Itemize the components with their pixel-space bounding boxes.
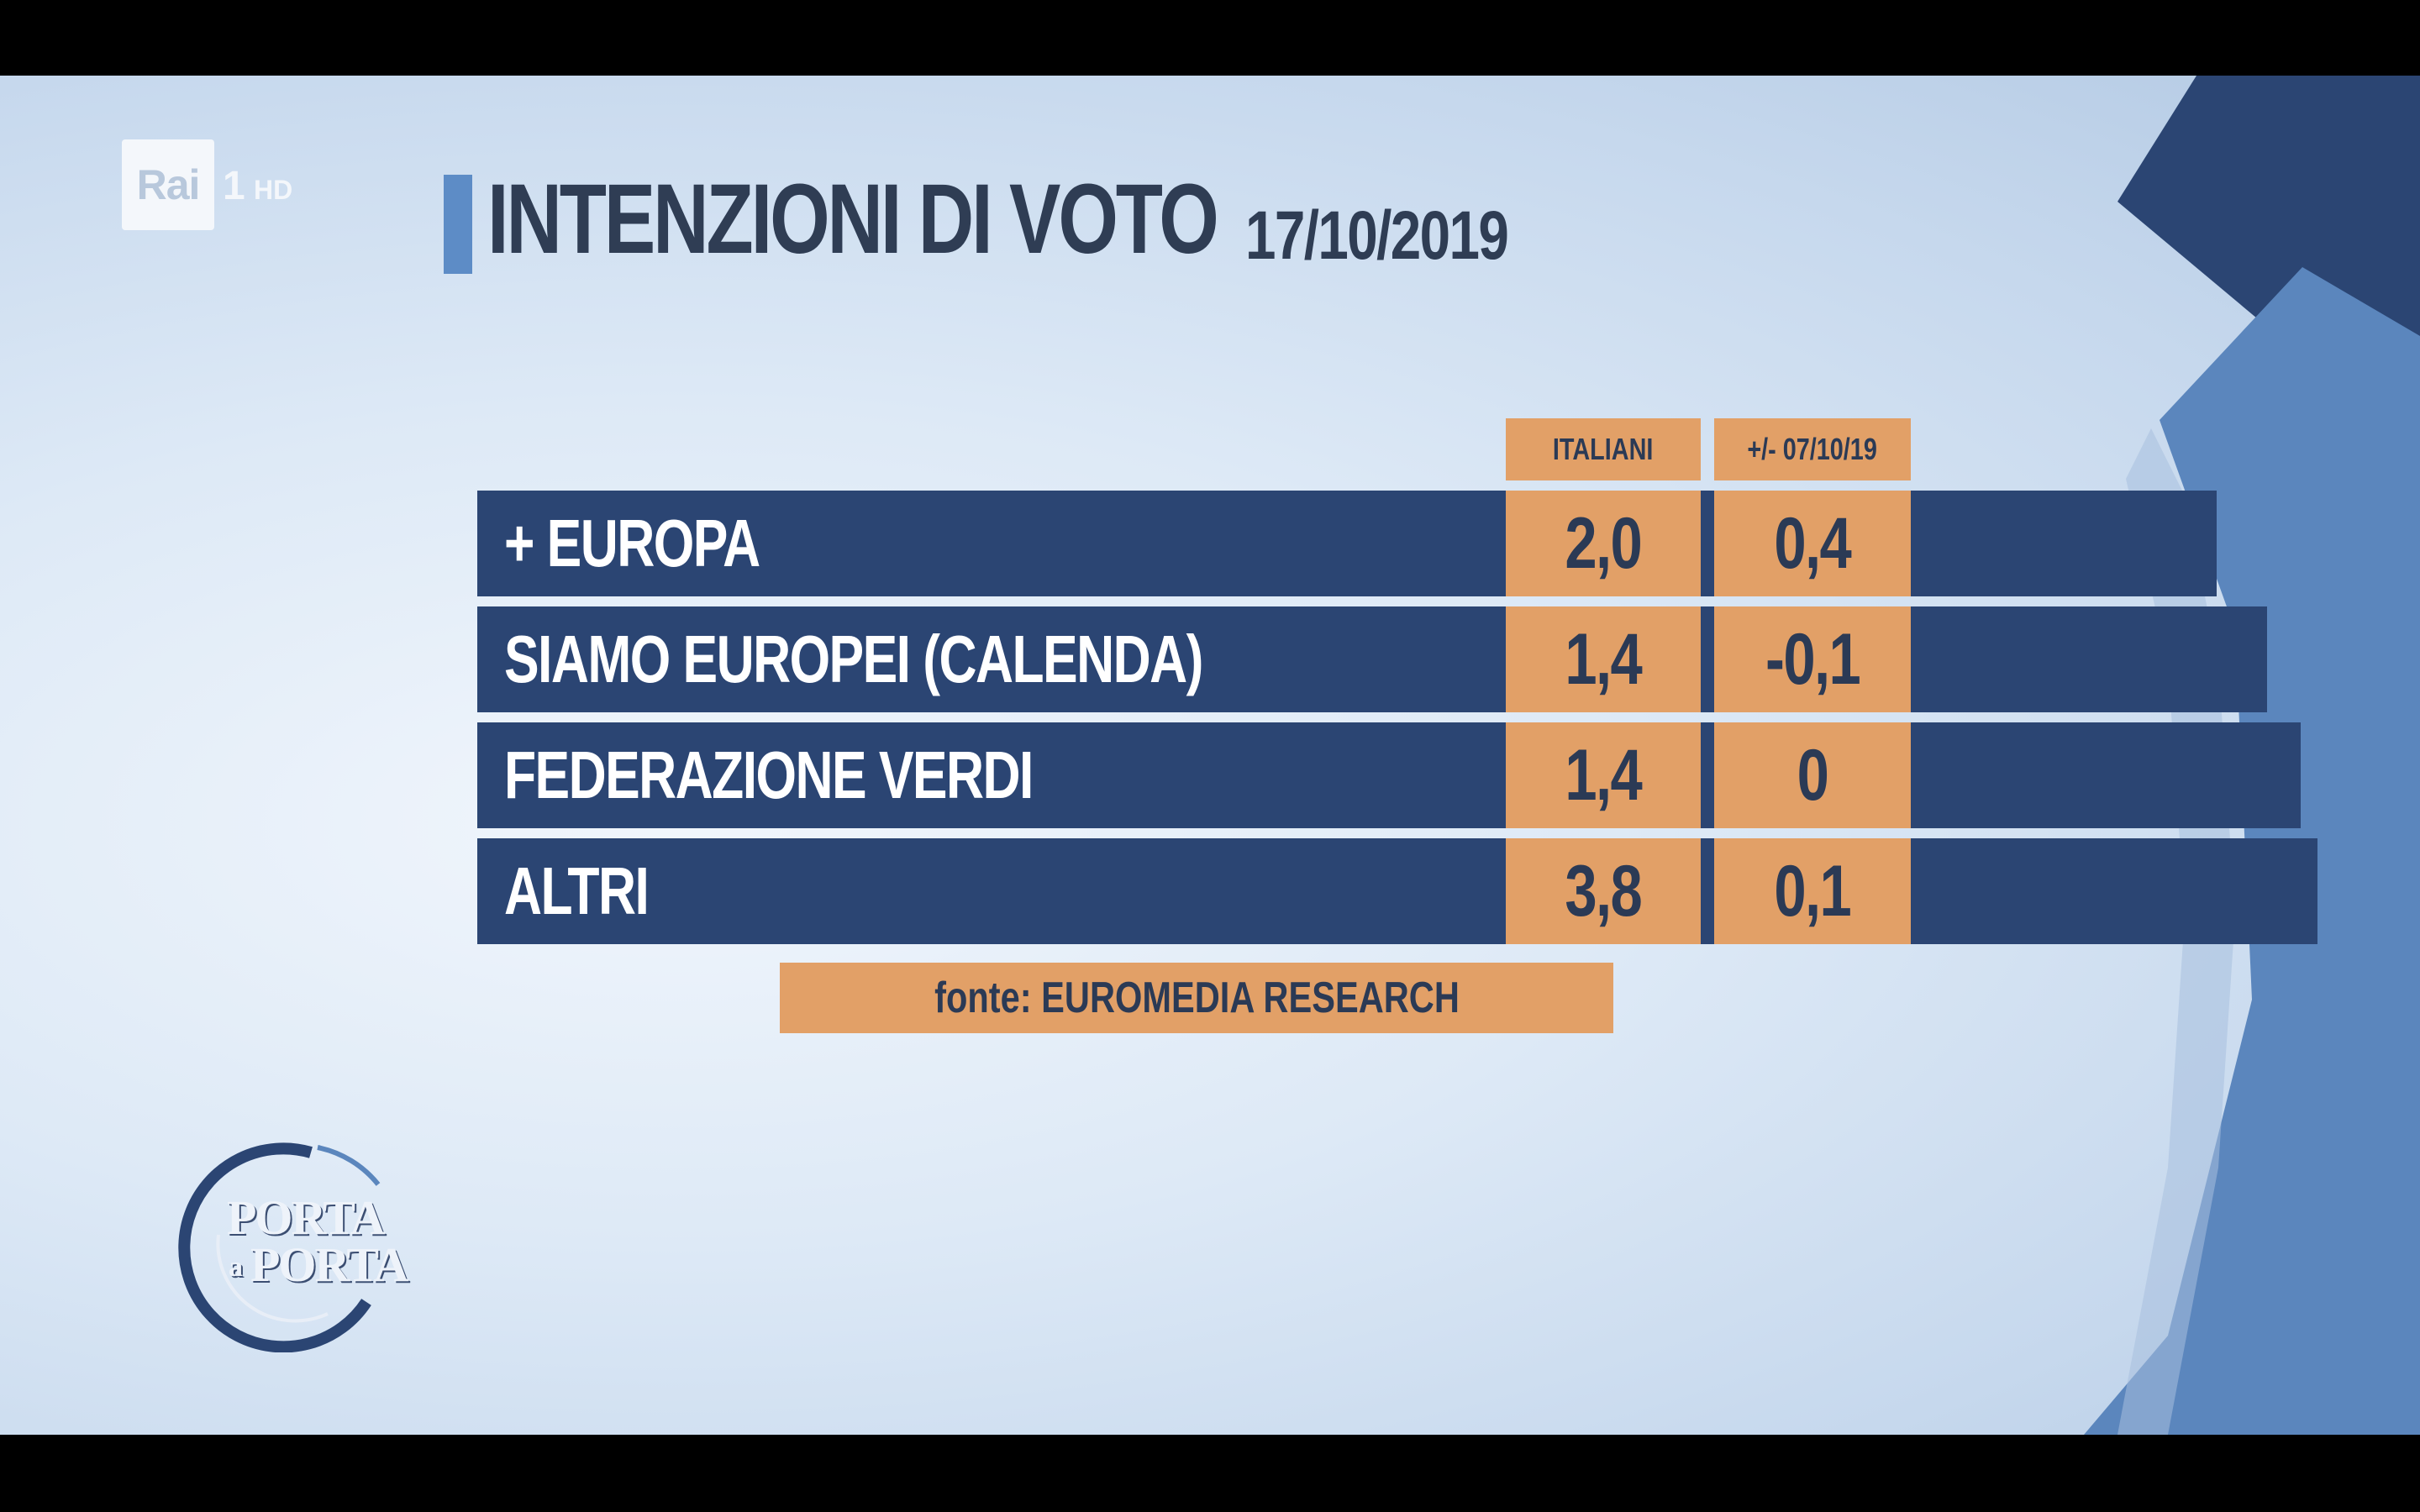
porta-a-porta-ring-icon (178, 1142, 381, 1352)
party-label: + EUROPA (504, 506, 760, 580)
rai-logo: Rai (122, 139, 214, 230)
column-header-italiani: ITALIANI (1506, 418, 1701, 480)
show-logo-connector: a (229, 1252, 243, 1283)
table-row (477, 606, 2267, 712)
table-row (477, 722, 2301, 828)
delta-value: -0,1 (1714, 606, 1911, 712)
show-logo-line2: PORTA (250, 1237, 409, 1292)
cell-divider (1701, 606, 1711, 712)
cell-divider (1701, 722, 1711, 828)
italiani-value: 1,4 (1506, 606, 1701, 712)
party-label: FEDERAZIONE VERDI (504, 738, 1034, 812)
column-header-delta: +/- 07/10/19 (1714, 418, 1911, 480)
page-title: INTENZIONI DI VOTO (487, 164, 1219, 275)
rai-logo-text: Rai (136, 161, 201, 208)
table-row (477, 491, 2217, 596)
table-row (477, 838, 2317, 944)
delta-value: 0 (1714, 722, 1911, 828)
hd-label: HD (254, 175, 293, 205)
delta-value: 0,1 (1714, 838, 1911, 944)
title-date: 17/10/2019 (1245, 197, 1509, 274)
show-logo-line1: PORTA (227, 1190, 386, 1245)
italiani-value: 3,8 (1506, 838, 1701, 944)
party-label: ALTRI (504, 853, 650, 928)
party-label: SIAMO EUROPEI (CALENDA) (504, 622, 1203, 696)
cell-divider (1701, 491, 1711, 596)
title-accent-bar (444, 175, 472, 274)
delta-value: 0,4 (1714, 491, 1911, 596)
cell-divider (1701, 838, 1711, 944)
italiani-value: 1,4 (1506, 722, 1701, 828)
source-label: fonte: EUROMEDIA RESEARCH (780, 963, 1613, 1033)
broadcast-screen: Rai 1 HD INTENZIONI DI VOTO 17/10/2019 I… (0, 76, 2420, 1435)
channel-number: 1 (223, 164, 245, 208)
italiani-value: 2,0 (1506, 491, 1701, 596)
